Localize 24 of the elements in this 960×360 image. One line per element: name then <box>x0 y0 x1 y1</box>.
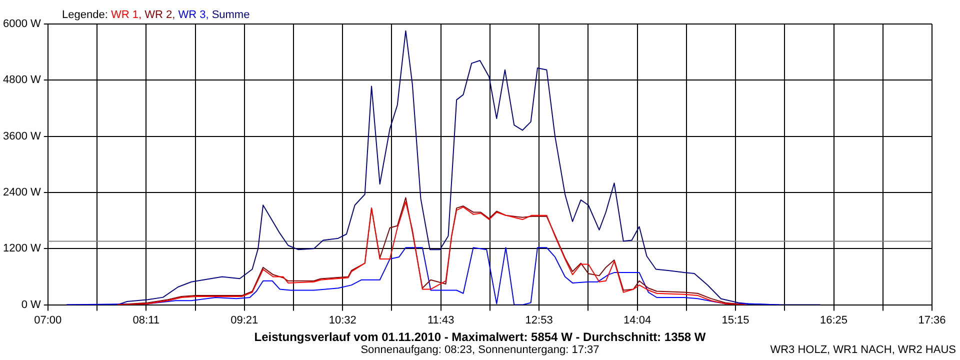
x-tick-label: 07:00 <box>34 314 62 326</box>
text: WR 2, <box>144 9 176 21</box>
y-tick-label: 2400 W <box>2 186 42 199</box>
legend-title: Legende: <box>62 9 109 21</box>
x-tick-label: 16:25 <box>820 314 848 326</box>
x-tick-label: 17:36 <box>918 314 946 326</box>
x-tick-label: 08:11 <box>132 314 160 326</box>
y-tick-label: 0 W <box>21 298 42 311</box>
y-tick-label: 3600 W <box>2 130 42 142</box>
y-tick-label: 4800 W <box>2 74 42 86</box>
text: Sonnenaufgang: 08:23, Sonnenuntergang: 17:37 <box>360 344 600 356</box>
x-tick-label: 09:21 <box>230 314 258 326</box>
text: Summe <box>212 9 250 21</box>
y-tick-label: 1200 W <box>2 242 42 255</box>
text: WR 1, <box>110 9 142 21</box>
y-tick-label: 6000 W <box>2 18 42 30</box>
x-tick-label: 15:15 <box>722 314 750 326</box>
text: WR 3, <box>178 9 210 21</box>
x-tick-label: 11:43 <box>427 314 454 326</box>
x-tick-label: 10:32 <box>328 314 356 326</box>
x-tick-label: 14:04 <box>624 314 652 326</box>
x-tick-label: 12:53 <box>525 314 553 326</box>
text: Leistungsverlauf vom 01.11.2010 - Maximalwert: 5854 W - Durchschnitt: 1358 W <box>253 330 707 344</box>
text: WR3 HOLZ, WR1 NACH, WR2 HAUS <box>770 344 956 356</box>
